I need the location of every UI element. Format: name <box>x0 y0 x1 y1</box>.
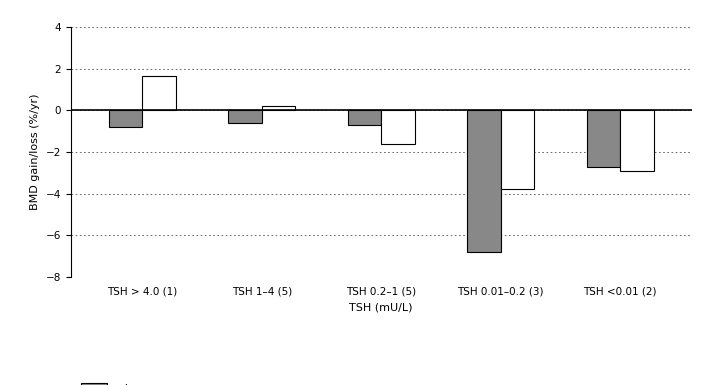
Y-axis label: BMD gain/loss (%/yr): BMD gain/loss (%/yr) <box>30 94 40 210</box>
X-axis label: TSH (mU/L): TSH (mU/L) <box>349 303 413 313</box>
Bar <box>620 110 654 171</box>
Bar <box>228 110 262 123</box>
Bar <box>587 110 620 167</box>
Bar <box>348 110 381 125</box>
Bar <box>381 110 414 144</box>
Bar <box>143 76 176 110</box>
Legend: Hip, Vert: Hip, Vert <box>76 378 145 385</box>
Bar <box>501 110 534 189</box>
Bar <box>262 106 295 110</box>
Bar <box>109 110 143 127</box>
Bar <box>467 110 501 252</box>
